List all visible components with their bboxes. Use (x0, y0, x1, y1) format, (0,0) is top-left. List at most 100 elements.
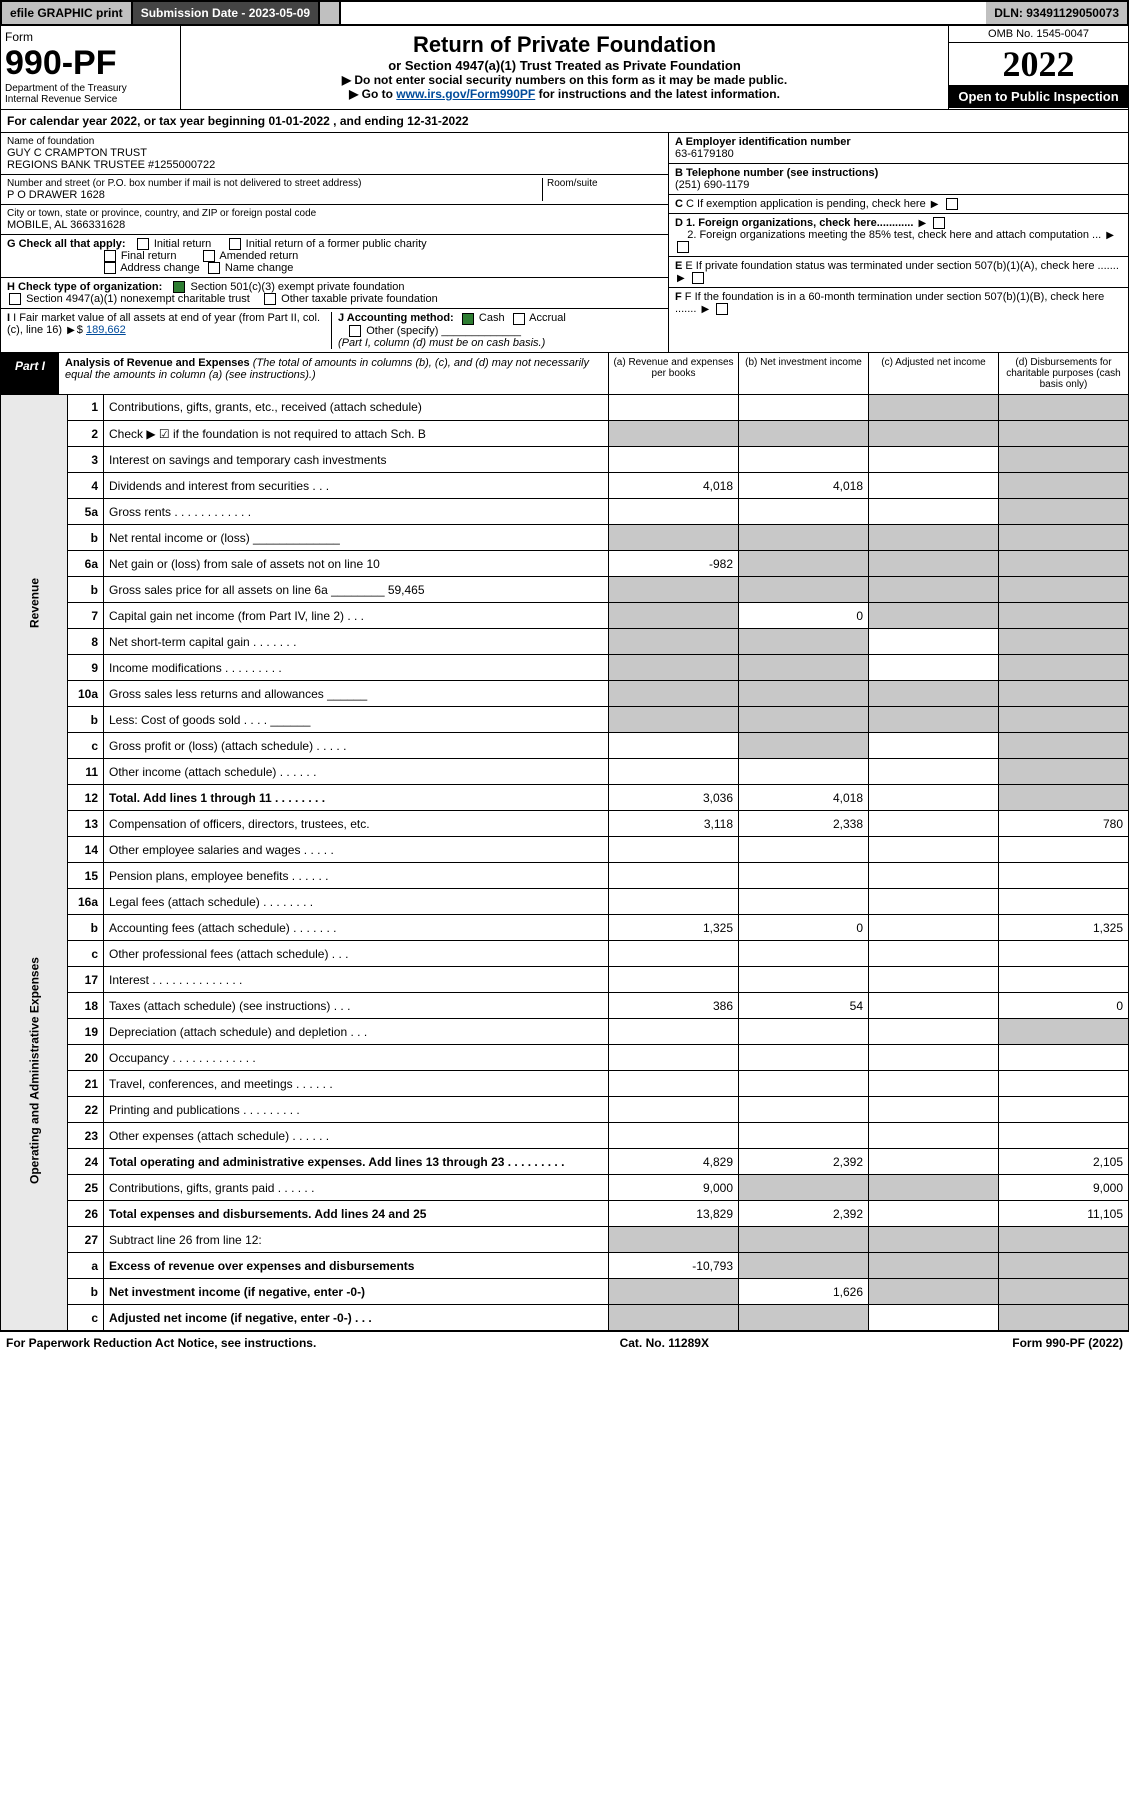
cell-blocked (999, 1279, 1129, 1305)
chk-amended[interactable] (203, 250, 215, 262)
chk-501c3[interactable] (173, 281, 185, 293)
table-row: 18Taxes (attach schedule) (see instructi… (1, 993, 1129, 1019)
cell-value (999, 941, 1129, 967)
name-label: Name of foundation (7, 136, 662, 147)
foundation-name1: GUY C CRAMPTON TRUST (7, 147, 662, 159)
cell-blocked (739, 551, 869, 577)
chk-85pct[interactable] (677, 241, 689, 253)
cell-blocked (999, 551, 1129, 577)
chk-name-change[interactable] (208, 262, 220, 274)
cell-value (609, 759, 739, 785)
cell-value: 4,018 (609, 473, 739, 499)
chk-status-terminated[interactable] (692, 272, 704, 284)
line-number: 2 (68, 421, 104, 447)
cell-value (869, 759, 999, 785)
chk-initial-former[interactable] (229, 238, 241, 250)
line-number: b (68, 707, 104, 733)
line-desc: Less: Cost of goods sold . . . . ______ (104, 707, 609, 733)
col-b-hdr: (b) Net investment income (738, 353, 868, 394)
cell-blocked (869, 395, 999, 421)
cell-value (999, 1045, 1129, 1071)
fmv-value[interactable]: 189,662 (86, 324, 126, 336)
cell-value (869, 1097, 999, 1123)
chk-60month[interactable] (716, 303, 728, 315)
cell-value (869, 967, 999, 993)
table-row: 16aLegal fees (attach schedule) . . . . … (1, 889, 1129, 915)
cell-blocked (869, 1227, 999, 1253)
cell-value (739, 863, 869, 889)
cell-value (609, 889, 739, 915)
col-a-hdr: (a) Revenue and expenses per books (608, 353, 738, 394)
chk-4947[interactable] (9, 293, 21, 305)
cell-blocked (739, 421, 869, 447)
cell-blocked (609, 707, 739, 733)
col-c-hdr: (c) Adjusted net income (868, 353, 998, 394)
table-row: 10aGross sales less returns and allowanc… (1, 681, 1129, 707)
cell-value (609, 1071, 739, 1097)
cell-blocked (999, 629, 1129, 655)
chk-cash[interactable] (462, 313, 474, 325)
cell-blocked (609, 577, 739, 603)
chk-final[interactable] (104, 250, 116, 262)
cell-value: 780 (999, 811, 1129, 837)
open-to-public: Open to Public Inspection (949, 85, 1128, 108)
cell-value (869, 447, 999, 473)
chk-address-change[interactable] (104, 262, 116, 274)
chk-foreign-org[interactable] (933, 217, 945, 229)
addr-label: Number and street (or P.O. box number if… (7, 178, 542, 189)
cell-blocked (999, 759, 1129, 785)
cell-value (739, 1123, 869, 1149)
line-desc: Capital gain net income (from Part IV, l… (104, 603, 609, 629)
table-row: bNet rental income or (loss) ___________… (1, 525, 1129, 551)
cell-value (609, 499, 739, 525)
line-desc: Interest on savings and temporary cash i… (104, 447, 609, 473)
cell-value (869, 785, 999, 811)
section-g: G Check all that apply: Initial return I… (1, 235, 668, 278)
line-desc: Total operating and administrative expen… (104, 1149, 609, 1175)
form990pf-link[interactable]: www.irs.gov/Form990PF (396, 87, 535, 101)
line-desc: Pension plans, employee benefits . . . .… (104, 863, 609, 889)
cell-value (999, 889, 1129, 915)
cell-value (869, 1123, 999, 1149)
chk-initial[interactable] (137, 238, 149, 250)
table-row: 24Total operating and administrative exp… (1, 1149, 1129, 1175)
cell-value: 1,325 (609, 915, 739, 941)
cell-value (739, 1045, 869, 1071)
table-row: 19Depreciation (attach schedule) and dep… (1, 1019, 1129, 1045)
cell-blocked (869, 681, 999, 707)
chk-exemption-pending[interactable] (946, 198, 958, 210)
chk-other-taxable[interactable] (264, 293, 276, 305)
line-desc: Adjusted net income (if negative, enter … (104, 1305, 609, 1331)
efile-print[interactable]: efile GRAPHIC print (2, 2, 133, 24)
line-number: c (68, 733, 104, 759)
cell-value (869, 811, 999, 837)
cell-value: 2,105 (999, 1149, 1129, 1175)
line-number: 21 (68, 1071, 104, 1097)
cell-blocked (869, 525, 999, 551)
line-desc: Gross sales price for all assets on line… (104, 577, 609, 603)
line-number: 17 (68, 967, 104, 993)
cell-value (739, 499, 869, 525)
form-990pf: efile GRAPHIC print Submission Date - 20… (0, 0, 1129, 1354)
cell-value: 9,000 (609, 1175, 739, 1201)
dept-treasury: Department of the Treasury (5, 83, 176, 94)
table-row: 23Other expenses (attach schedule) . . .… (1, 1123, 1129, 1149)
line-desc: Excess of revenue over expenses and disb… (104, 1253, 609, 1279)
chk-accrual[interactable] (513, 313, 525, 325)
cell-blocked (999, 499, 1129, 525)
cell-value (999, 1071, 1129, 1097)
line-desc: Taxes (attach schedule) (see instruction… (104, 993, 609, 1019)
table-row: bAccounting fees (attach schedule) . . .… (1, 915, 1129, 941)
chk-other-method[interactable] (349, 325, 361, 337)
cell-value: 11,105 (999, 1201, 1129, 1227)
omb-number: OMB No. 1545-0047 (949, 26, 1128, 43)
table-row: 6aNet gain or (loss) from sale of assets… (1, 551, 1129, 577)
cell-value: 4,018 (739, 785, 869, 811)
cell-value (609, 941, 739, 967)
table-row: bGross sales price for all assets on lin… (1, 577, 1129, 603)
table-row: 12Total. Add lines 1 through 11 . . . . … (1, 785, 1129, 811)
cell-value: 0 (999, 993, 1129, 1019)
line-number: 10a (68, 681, 104, 707)
form-word: Form (5, 30, 176, 44)
line-number: b (68, 915, 104, 941)
